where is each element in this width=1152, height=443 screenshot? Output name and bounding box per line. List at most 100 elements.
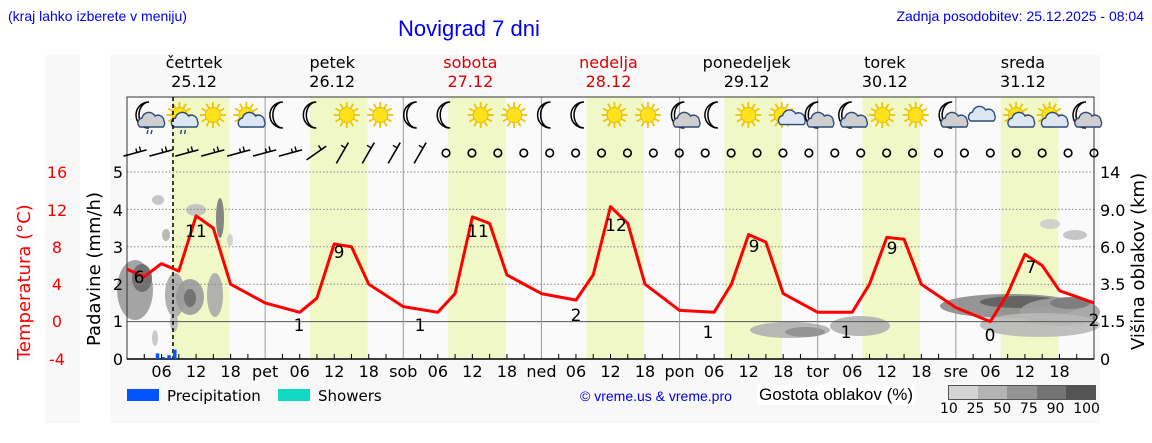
density-tick: 50 bbox=[993, 401, 1012, 417]
calm-wind-icon bbox=[726, 148, 736, 158]
wind-barb-icon bbox=[123, 146, 147, 157]
precipitation-legend-label: Precipitation bbox=[167, 387, 261, 405]
moon-icon bbox=[269, 101, 283, 129]
moon-icon bbox=[570, 101, 585, 129]
copyright-link[interactable]: © vreme.us & vreme.pro bbox=[580, 388, 732, 404]
wind-barb-icon bbox=[335, 142, 350, 164]
wind-barb-icon bbox=[149, 146, 173, 157]
calm-wind-icon bbox=[882, 148, 892, 158]
moon-cloud-rain-icon bbox=[135, 101, 166, 135]
day-abbr-label: ned bbox=[526, 362, 556, 381]
cloud-height-tick: 3.5 bbox=[1100, 275, 1125, 294]
wind-barb-icon bbox=[252, 146, 277, 157]
calm-wind-icon bbox=[519, 148, 529, 158]
sun-icon bbox=[367, 102, 394, 128]
calm-wind-icon bbox=[571, 148, 581, 158]
precipitation-swatch bbox=[127, 389, 159, 401]
svg-text:9: 9 bbox=[749, 237, 760, 257]
last-update: Zadnja posodobitev: 25.12.2025 - 08:04 bbox=[896, 8, 1144, 24]
cloud-density-blob bbox=[186, 204, 206, 216]
day-abbr-label: pon bbox=[665, 362, 695, 381]
svg-text:1: 1 bbox=[703, 323, 714, 343]
cloud-density-scale bbox=[948, 385, 1096, 400]
precipitation-bar bbox=[167, 355, 171, 359]
svg-text:7: 7 bbox=[1026, 258, 1037, 278]
day-date: 28.12 bbox=[585, 72, 632, 91]
day-abbr-label: sob bbox=[389, 362, 417, 381]
day-header: torek 30.12 bbox=[825, 53, 945, 91]
temp-tick: 16 bbox=[47, 163, 67, 182]
svg-text:06: 06 bbox=[289, 362, 309, 381]
cloud-density-blob bbox=[152, 195, 164, 205]
temp-axis-panel bbox=[45, 55, 80, 423]
temp-tick: 0 bbox=[52, 312, 62, 331]
day-date: 30.12 bbox=[861, 72, 908, 91]
svg-text:1: 1 bbox=[294, 316, 305, 336]
region-menu-hint[interactable]: (kraj lahko izberete v meniju) bbox=[8, 8, 187, 24]
daylight-band bbox=[448, 97, 506, 359]
day-header: četrtek 25.12 bbox=[134, 53, 254, 91]
moon-icon bbox=[302, 101, 317, 129]
svg-text:12: 12 bbox=[186, 362, 206, 381]
precip-tick: 3 bbox=[113, 238, 123, 257]
moon-cloud-icon bbox=[670, 101, 701, 129]
day-name: petek bbox=[309, 53, 355, 72]
temperature-line bbox=[126, 205, 1095, 324]
day-name: ponedeljek bbox=[702, 53, 791, 72]
density-tick: 75 bbox=[1019, 401, 1038, 417]
svg-text:06: 06 bbox=[842, 362, 862, 381]
svg-text:18: 18 bbox=[773, 362, 793, 381]
sun-icon bbox=[601, 102, 628, 128]
calm-wind-icon bbox=[804, 148, 814, 158]
calm-wind-icon bbox=[985, 148, 995, 158]
day-date: 31.12 bbox=[1000, 72, 1046, 91]
sun-icon bbox=[902, 102, 929, 128]
calm-wind-icon bbox=[545, 148, 555, 158]
cloud-density-blob bbox=[152, 330, 158, 346]
day-date: 29.12 bbox=[723, 72, 770, 91]
svg-text:18: 18 bbox=[1049, 362, 1069, 381]
cloud-icon bbox=[967, 105, 996, 122]
moon-cloud-icon bbox=[838, 101, 868, 129]
svg-text:1: 1 bbox=[841, 323, 852, 343]
page-title: Novigrad 7 dni bbox=[398, 16, 540, 41]
svg-text:12: 12 bbox=[1015, 362, 1035, 381]
sun-icon bbox=[634, 102, 661, 128]
day-header: sobota 27.12 bbox=[410, 53, 530, 91]
svg-text:12: 12 bbox=[605, 216, 627, 236]
day-name: sreda bbox=[1000, 53, 1046, 72]
moon-icon bbox=[402, 101, 417, 129]
calm-wind-icon bbox=[1011, 148, 1021, 158]
cloud-density-blob bbox=[785, 327, 825, 337]
showers-swatch bbox=[278, 389, 310, 401]
calm-wind-icon bbox=[596, 148, 607, 158]
svg-text:11: 11 bbox=[467, 222, 489, 242]
cloud-density-ticks: 10 25 50 75 90 100 bbox=[940, 401, 1100, 417]
cloud-density-blob bbox=[980, 313, 1100, 337]
wind-barb-icon bbox=[200, 146, 225, 157]
calm-wind-icon bbox=[778, 148, 788, 158]
wind-barb-icon bbox=[361, 142, 375, 164]
precipitation-bar bbox=[155, 353, 160, 359]
temp-tick: 4 bbox=[52, 275, 62, 294]
sun-icon bbox=[467, 102, 494, 128]
svg-text:2: 2 bbox=[1089, 311, 1100, 331]
svg-text:18: 18 bbox=[911, 362, 931, 381]
day-abbr-label: pet bbox=[252, 362, 278, 381]
moon-cloud-icon bbox=[804, 101, 835, 129]
precipitation-bar bbox=[173, 349, 177, 359]
svg-text:06: 06 bbox=[980, 362, 1000, 381]
svg-text:06: 06 bbox=[151, 362, 171, 381]
precip-axis-label: Padavine (mm/h) bbox=[84, 192, 105, 346]
day-name: torek bbox=[864, 53, 906, 72]
cloud-height-tick: 9.0 bbox=[1100, 201, 1125, 220]
wind-barb-icon bbox=[306, 145, 327, 161]
precip-tick: 0 bbox=[113, 350, 123, 369]
svg-text:9: 9 bbox=[887, 239, 898, 259]
daylight-band bbox=[586, 97, 644, 359]
showers-legend-label: Showers bbox=[318, 387, 382, 405]
cloud-density-blob bbox=[184, 289, 196, 307]
svg-text:18: 18 bbox=[635, 362, 655, 381]
temp-tick: 12 bbox=[47, 201, 67, 220]
